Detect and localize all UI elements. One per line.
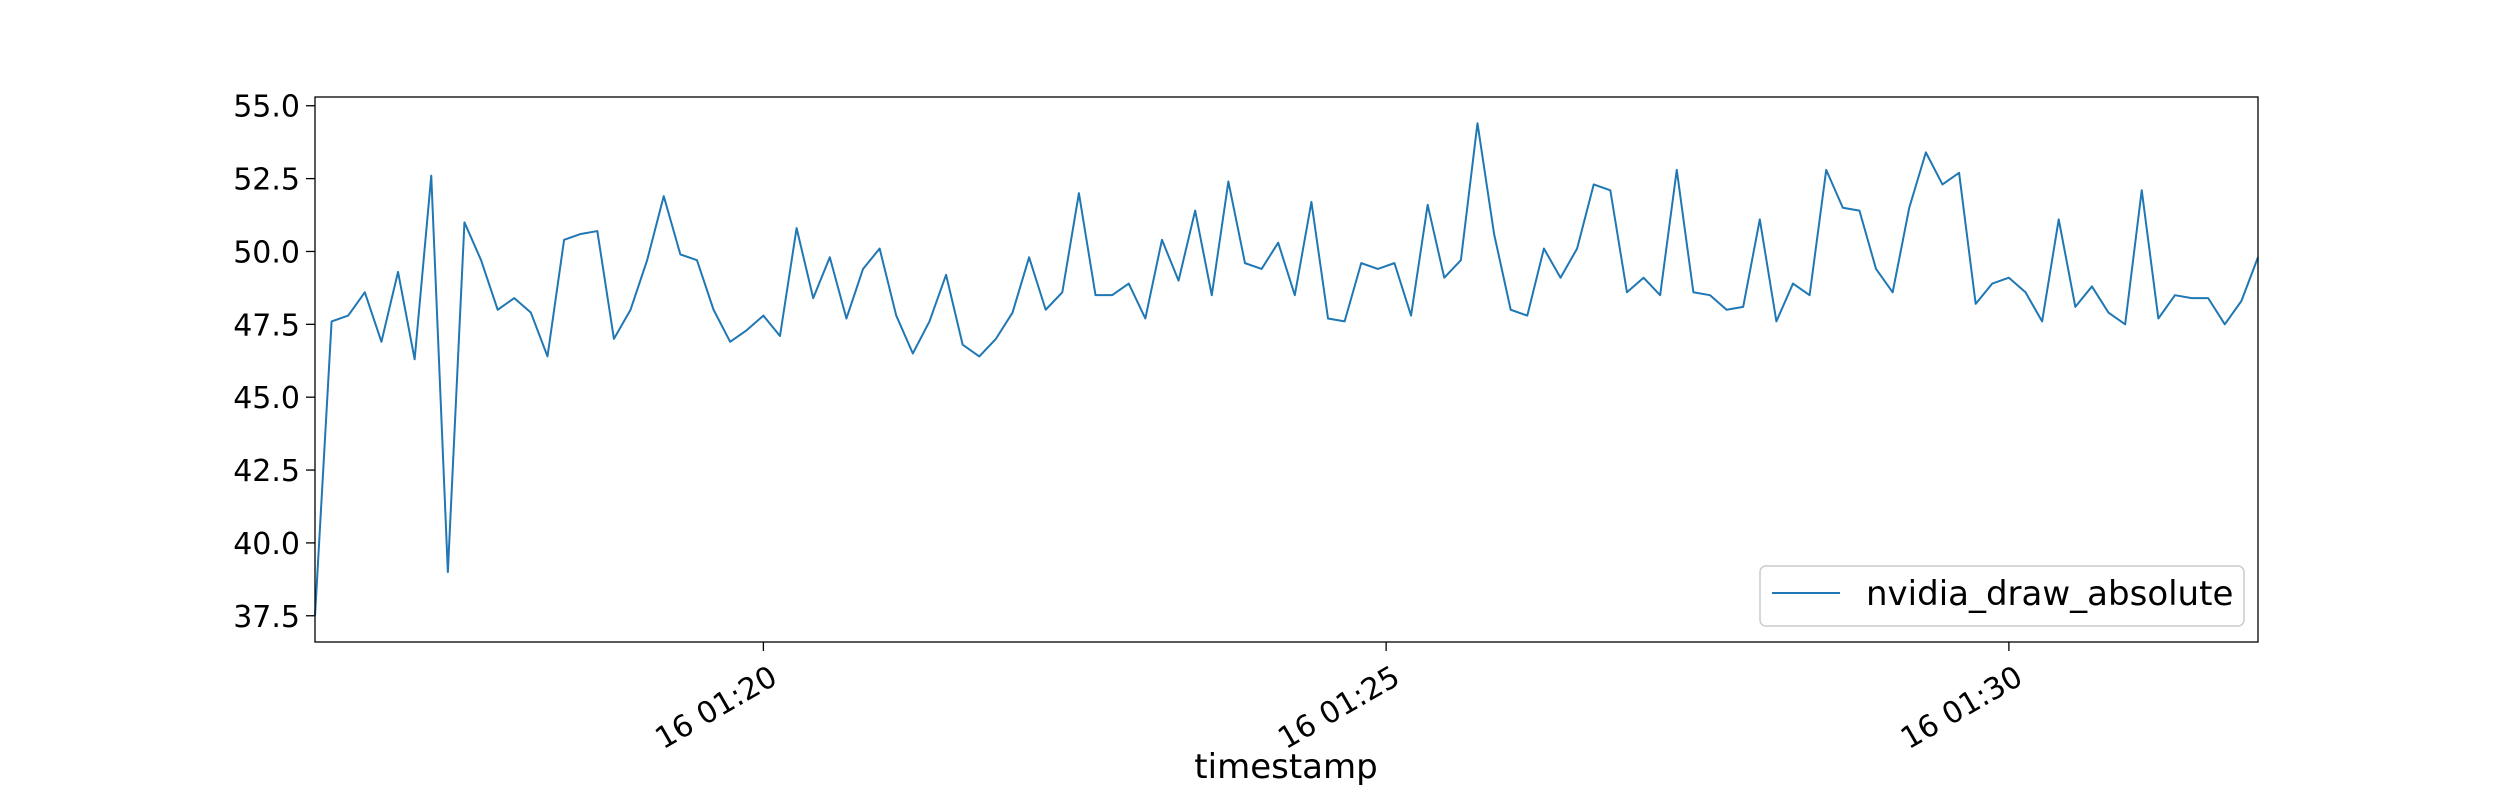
x-axis-label: timestamp <box>1194 747 1377 787</box>
y-tick-label: 42.5 <box>233 454 300 489</box>
y-tick-label: 50.0 <box>233 235 300 270</box>
x-axis-ticks: 16 01:20 16 01:25 16 01:30 <box>649 642 2029 757</box>
y-tick-label: 52.5 <box>233 163 300 198</box>
y-tick-label: 40.0 <box>233 527 300 562</box>
y-tick-label: 47.5 <box>233 308 300 343</box>
x-tick-label: 16 01:25 <box>1272 659 1406 756</box>
y-axis-ticks: 37.5 40.0 42.5 45.0 47.5 50.0 52.5 55.0 <box>233 90 315 635</box>
legend: nvidia_draw_absolute <box>1759 565 2245 627</box>
legend-label: nvidia_draw_absolute <box>1866 574 2233 614</box>
legend-box <box>1759 565 2245 627</box>
y-tick-label: 55.0 <box>233 90 300 125</box>
plot-area <box>315 97 2258 642</box>
x-tick-label: 16 01:20 <box>649 659 783 756</box>
y-tick-label: 45.0 <box>233 381 300 416</box>
plot-frame <box>314 96 2259 643</box>
y-tick-label: 37.5 <box>233 600 300 635</box>
series-line-nvidia_draw_absolute <box>314 122 2259 616</box>
x-tick-label: 16 01:30 <box>1895 659 2029 756</box>
series-layer <box>314 122 2259 616</box>
